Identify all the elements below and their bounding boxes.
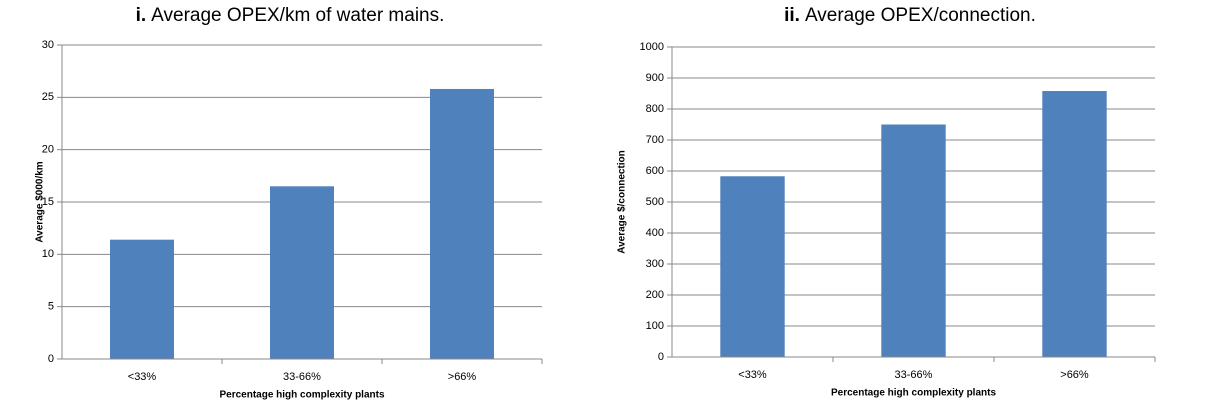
y-tick-label: 25 bbox=[42, 91, 54, 103]
y-tick-label: 0 bbox=[48, 353, 54, 365]
bar bbox=[110, 239, 174, 359]
chart: i. Average OPEX/km of water mains. 0 5 10 15 2… bbox=[35, 5, 543, 401]
y-tick-label: 200 bbox=[646, 289, 664, 301]
chart-title: ii. Average OPEX/connection. bbox=[784, 5, 1036, 26]
x-tick-label: 33-66% bbox=[283, 371, 321, 383]
y-tick-label: 400 bbox=[646, 227, 664, 239]
title-text: Average OPEX/connection. bbox=[805, 5, 1036, 26]
y-tick-label: 5 bbox=[48, 301, 54, 313]
y-tick-label: 30 bbox=[42, 39, 54, 51]
y-tick-label: 100 bbox=[646, 320, 664, 332]
y-tick-label: 15 bbox=[42, 196, 54, 208]
chart: ii. Average OPEX/connection. 0 100 200 300 400… bbox=[617, 5, 1156, 399]
y-tick-label: 300 bbox=[646, 258, 664, 270]
x-axis-title: Percentage high complexity plants bbox=[831, 388, 996, 399]
y-tick-label: 0 bbox=[658, 351, 664, 363]
y-tick-label: 600 bbox=[646, 165, 664, 177]
y-axis-title: Average $000/km bbox=[35, 161, 46, 242]
bar bbox=[1042, 91, 1107, 358]
y-tick-label: 20 bbox=[42, 144, 54, 156]
bar bbox=[720, 176, 785, 357]
x-tick-label: >66% bbox=[448, 371, 477, 383]
title-label: i. bbox=[136, 5, 147, 26]
x-tick-label: <33% bbox=[128, 371, 157, 383]
y-axis-title: Average $/connection bbox=[617, 150, 628, 254]
y-tick-label: 900 bbox=[646, 72, 664, 84]
y-tick-label: 700 bbox=[646, 134, 664, 146]
x-tick-label: 33-66% bbox=[895, 369, 933, 381]
x-tick-label: >66% bbox=[1060, 369, 1089, 381]
title-label: ii. bbox=[784, 5, 800, 26]
bar bbox=[430, 88, 494, 360]
y-tick-label: 1000 bbox=[640, 41, 664, 53]
chart-title: i. Average OPEX/km of water mains. bbox=[136, 5, 445, 26]
x-axis-title: Percentage high complexity plants bbox=[219, 390, 384, 401]
title-text: Average OPEX/km of water mains. bbox=[151, 5, 444, 26]
bar bbox=[881, 124, 946, 357]
bar bbox=[270, 186, 334, 359]
y-tick-label: 800 bbox=[646, 103, 664, 115]
y-tick-label: 500 bbox=[646, 196, 664, 208]
y-tick-label: 10 bbox=[42, 248, 54, 260]
x-tick-label: <33% bbox=[738, 369, 767, 381]
